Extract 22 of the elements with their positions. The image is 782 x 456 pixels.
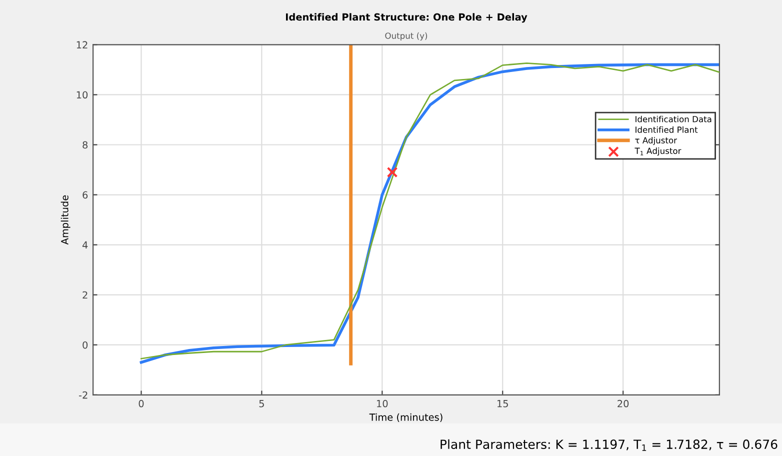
y-tick-label: -2	[78, 391, 88, 399]
y-tick-label: 8	[82, 141, 88, 149]
legend-label: Identification Data	[636, 116, 712, 122]
y-axis-title: Amplitude	[60, 195, 70, 245]
legend-label: τ Adjustor	[635, 136, 677, 146]
y-tick-label: 12	[76, 41, 88, 48]
y-tick-label: 0	[82, 341, 88, 349]
x-tick-label: 10	[377, 400, 388, 408]
x-tick-label: 15	[498, 400, 508, 408]
y-tick-label: 6	[82, 191, 88, 199]
y-tick-label: 2	[82, 291, 88, 299]
x-tick-label: 0	[138, 400, 144, 408]
legend-label: Identified Plant	[636, 126, 698, 133]
chart-title: Identified Plant Structure: One Pole + Delay	[286, 13, 528, 23]
x-axis-title: Time (minutes)	[369, 413, 442, 422]
x-tick-label: 5	[259, 400, 264, 408]
x-tick-label: 20	[618, 400, 629, 408]
legend-label: T$_{1}$ Adjustor	[634, 148, 682, 156]
y-tick-label: 4	[82, 241, 88, 248]
chart-subtitle: Output (y)	[385, 32, 428, 40]
y-tick-label: 10	[76, 91, 88, 99]
text: Plant Parameters: K = 1.1197, T$_{1}$ = 1.7182, τ = 0.676	[440, 439, 778, 451]
